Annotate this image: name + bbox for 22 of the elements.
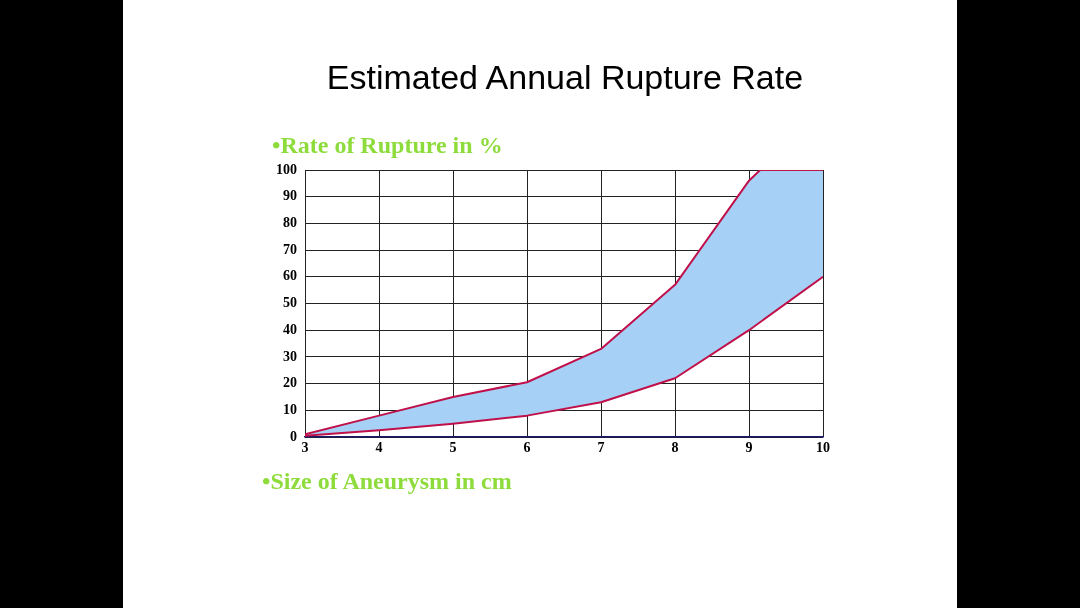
y-axis-title: •Rate of Rupture in % xyxy=(272,132,503,159)
y-tick-label: 30 xyxy=(283,348,297,364)
y-tick-label: 40 xyxy=(283,321,297,337)
x-tick-label: 5 xyxy=(449,440,457,456)
y-tick-label: 0 xyxy=(290,428,297,444)
y-tick-label: 60 xyxy=(283,268,297,284)
x-tick-label: 9 xyxy=(745,440,753,456)
y-tick-label: 20 xyxy=(283,375,297,391)
x-tick-label: 10 xyxy=(816,440,830,456)
x-tick-label: 6 xyxy=(523,440,531,456)
y-tick-label: 90 xyxy=(283,188,297,204)
y-tick-label: 70 xyxy=(283,241,297,257)
y-tick-label: 80 xyxy=(283,215,297,231)
x-axis-title: •Size of Aneurysm in cm xyxy=(262,468,512,495)
y-tick-label: 10 xyxy=(283,401,297,417)
y-tick-label: 50 xyxy=(283,295,297,311)
x-tick-label: 4 xyxy=(375,440,383,456)
x-tick-label: 8 xyxy=(671,440,679,456)
y-tick-label: 100 xyxy=(276,161,297,177)
x-tick-label: 3 xyxy=(301,440,309,456)
x-tick-label: 7 xyxy=(597,440,605,456)
chart-title: Estimated Annual Rupture Rate xyxy=(325,58,805,97)
